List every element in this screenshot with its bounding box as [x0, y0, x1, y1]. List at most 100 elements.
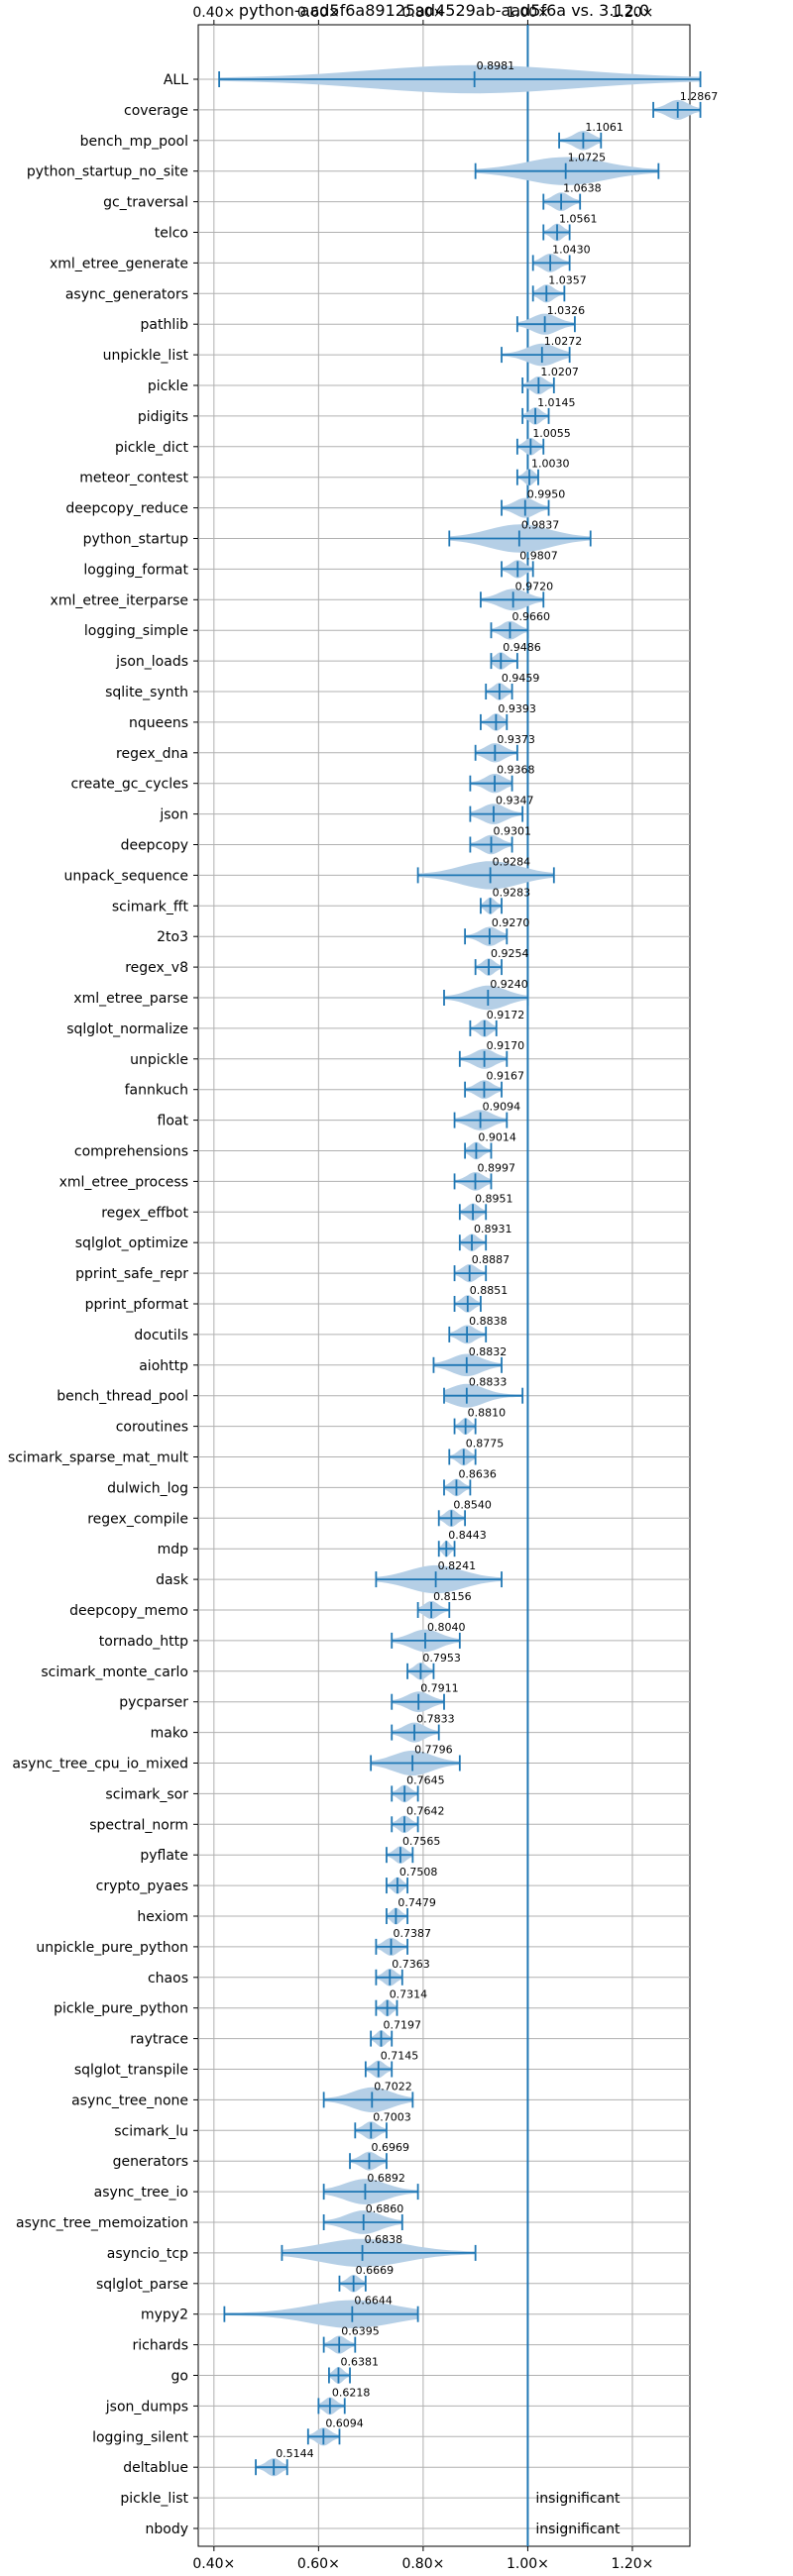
category-label: mdp — [158, 1542, 189, 1557]
mean-label: 0.7314 — [390, 1988, 428, 2001]
mean-label: 0.8931 — [474, 1223, 512, 1235]
mean-label: 0.7833 — [416, 1713, 455, 1726]
mean-label: 0.9837 — [521, 519, 560, 532]
mean-label: 0.9347 — [496, 795, 534, 807]
mean-label: 0.7197 — [384, 2019, 422, 2032]
grid-layer — [198, 25, 690, 2546]
mean-label: 0.9014 — [478, 1131, 516, 1144]
mean-label: 0.9301 — [494, 825, 532, 838]
category-label: json_loads — [115, 654, 188, 670]
mean-label: 0.6669 — [356, 2264, 395, 2277]
mean-label: 0.9459 — [502, 672, 540, 685]
category-label: scimark_lu — [114, 2123, 188, 2139]
mean-label: 0.9094 — [483, 1101, 521, 1114]
category-label: pickle_list — [120, 2491, 188, 2507]
x-tick-label: 0.80× — [401, 2556, 444, 2572]
category-label: create_gc_cycles — [70, 777, 188, 793]
category-label: regex_dna — [116, 746, 188, 762]
category-label: bench_mp_pool — [80, 134, 188, 150]
category-label: nqueens — [129, 715, 188, 731]
mean-label: 0.9950 — [527, 488, 566, 501]
mean-label: 0.8156 — [433, 1590, 472, 1603]
category-label: ALL — [164, 72, 188, 88]
category-label: sqlglot_normalize — [66, 1021, 188, 1037]
mean-label: 0.8981 — [477, 59, 514, 72]
category-label: spectral_norm — [89, 1817, 188, 1833]
mean-label: 0.8887 — [472, 1253, 510, 1266]
category-label: python_startup — [83, 532, 188, 548]
category-label: xml_etree_parse — [73, 991, 188, 1007]
mean-label: 0.9283 — [493, 886, 531, 899]
category-label: sqlglot_optimize — [75, 1235, 188, 1251]
x-tick-label: 0.40× — [192, 5, 235, 21]
mean-label: 0.6381 — [340, 2356, 379, 2369]
category-label: async_tree_cpu_io_mixed — [12, 1757, 188, 1772]
category-label: pickle_dict — [115, 440, 189, 456]
plot-frame — [197, 24, 691, 2547]
mean-label: 1.0207 — [540, 366, 579, 378]
category-label: logging_simple — [84, 623, 188, 639]
mean-label: 0.9393 — [498, 702, 536, 715]
category-label: python_startup_no_site — [27, 164, 188, 180]
category-label: docutils — [134, 1328, 188, 1343]
mean-label: 1.0326 — [547, 304, 586, 317]
category-label: unpickle_pure_python — [36, 1940, 188, 1956]
mean-label: 0.8838 — [469, 1315, 508, 1328]
category-label: mako — [151, 1726, 188, 1742]
mean-label: 0.7796 — [414, 1744, 453, 1757]
mean-label: 1.0055 — [532, 427, 571, 440]
category-label: xml_etree_generate — [50, 256, 188, 271]
mean-label: 1.0725 — [568, 152, 607, 164]
mean-label: 0.8810 — [468, 1407, 507, 1420]
mean-label: 0.7642 — [406, 1804, 445, 1817]
mean-label: 0.6969 — [371, 2141, 409, 2154]
category-label: async_tree_none — [71, 2093, 188, 2108]
mean-label: 0.9807 — [519, 549, 558, 562]
mean-label: 0.8040 — [427, 1621, 466, 1634]
category-label: deepcopy_reduce — [65, 501, 188, 517]
category-label: raytrace — [130, 2032, 188, 2048]
category-label: scimark_monte_carlo — [41, 1664, 188, 1680]
x-tick-label: 1.20× — [612, 5, 654, 21]
category-label: bench_thread_pool — [57, 1389, 188, 1405]
category-label: json — [159, 807, 188, 823]
mean-label: 0.8241 — [438, 1559, 477, 1572]
category-label: async_generators — [65, 286, 188, 302]
category-label: pyflate — [140, 1848, 188, 1864]
category-label: pickle — [148, 378, 188, 394]
category-label: meteor_contest — [79, 471, 188, 486]
mean-label: 0.6218 — [332, 2386, 371, 2399]
mean-label: 0.7145 — [381, 2050, 419, 2063]
mean-label: 1.0561 — [559, 213, 598, 226]
mean-label: 0.6395 — [341, 2325, 380, 2338]
category-label: crypto_pyaes — [96, 1878, 188, 1894]
mean-label: 0.7387 — [394, 1927, 432, 1940]
mean-label: 0.6860 — [366, 2202, 404, 2215]
category-label: sqlglot_transpile — [74, 2063, 188, 2079]
mean-label: 1.1061 — [585, 121, 623, 134]
category-label: scimark_sor — [105, 1786, 188, 1802]
mean-label: 0.9373 — [497, 733, 535, 746]
x-tick-label: 1.00× — [507, 5, 549, 21]
category-label: asyncio_tcp — [107, 2246, 188, 2262]
mean-label: 0.9368 — [497, 764, 535, 777]
insignificant-label: insignificant — [535, 2491, 621, 2507]
mean-label: 1.0357 — [548, 273, 587, 286]
category-label: deltablue — [123, 2460, 188, 2476]
category-label: pidigits — [138, 409, 188, 425]
mean-label: 0.9240 — [490, 978, 527, 991]
category-label: sqlite_synth — [105, 685, 188, 700]
mean-label: 0.8832 — [469, 1345, 508, 1358]
category-label: scimark_fft — [112, 899, 189, 914]
mean-label: 0.6892 — [367, 2172, 405, 2185]
mean-label: 1.0145 — [537, 396, 576, 409]
category-label: regex_compile — [87, 1511, 188, 1527]
mean-label: 0.5144 — [276, 2447, 314, 2460]
mean-label: 0.9486 — [503, 641, 541, 654]
category-label: regex_v8 — [125, 960, 188, 976]
category-label: hexiom — [137, 1909, 188, 1925]
category-label: unpack_sequence — [64, 868, 188, 884]
category-label: chaos — [148, 1971, 188, 1986]
mean-label: 0.8443 — [448, 1529, 487, 1542]
category-label: 2to3 — [157, 929, 188, 945]
